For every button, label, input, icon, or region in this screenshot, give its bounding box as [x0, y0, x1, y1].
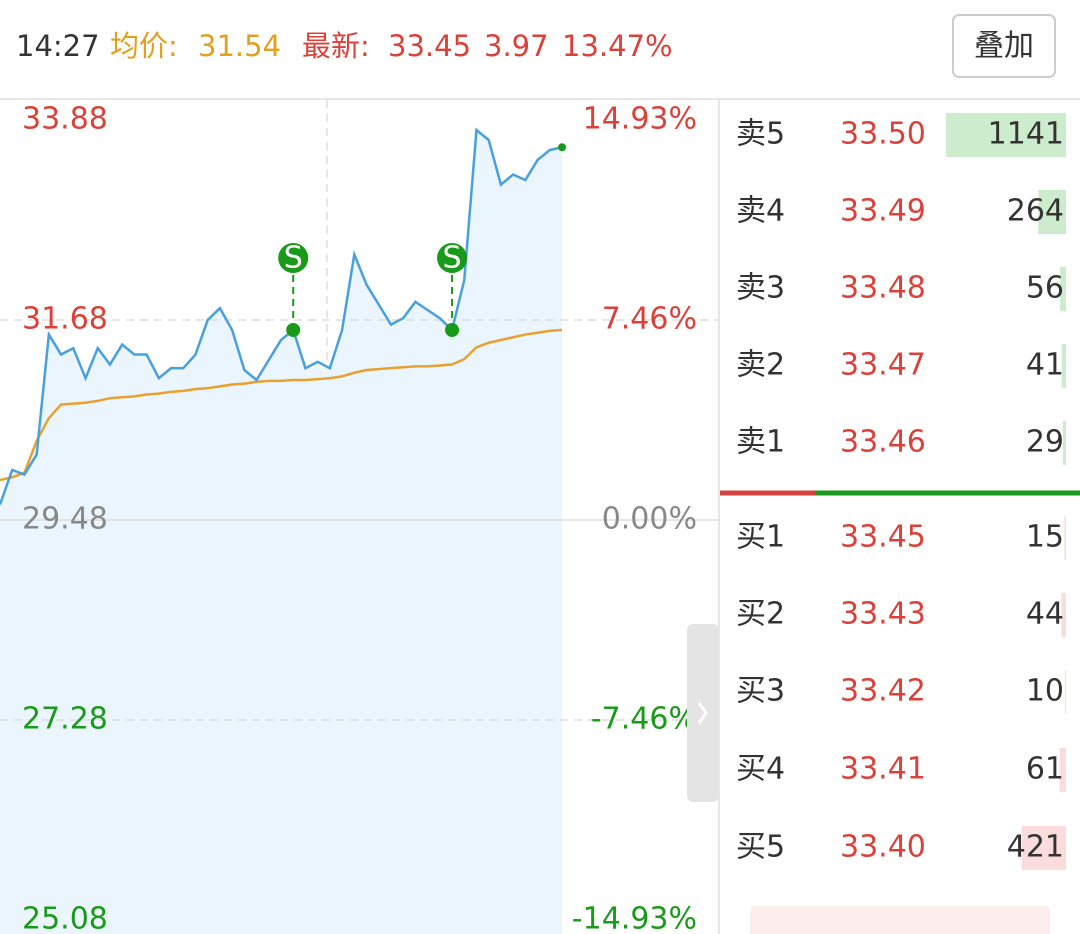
- latest-label: 最新:: [302, 29, 370, 63]
- side-handle-arrow[interactable]: [697, 702, 708, 724]
- level-label: 卖2: [736, 348, 785, 383]
- overlay-button-label[interactable]: 叠加: [974, 29, 1034, 64]
- volume-bar: [1062, 421, 1066, 465]
- volume-bar: [1060, 267, 1066, 311]
- level-volume: 44: [1026, 597, 1064, 632]
- change-pct: 13.47%: [562, 29, 673, 63]
- level-label: 卖4: [736, 194, 785, 229]
- y2-tick-label: 7.46%: [602, 302, 697, 337]
- overlay-button[interactable]: [952, 14, 1056, 78]
- volume-bar: [946, 113, 1066, 157]
- volume-bar: [1061, 593, 1066, 637]
- avg: 31.54: [198, 29, 281, 63]
- y2-tick-label: 14.93%: [583, 102, 697, 137]
- avg-line: [0, 328, 563, 482]
- y-tick-label: 33.88: [22, 102, 108, 137]
- level-price: 33.49: [840, 194, 926, 229]
- price-line: [0, 127, 563, 505]
- level-volume: 421: [1007, 830, 1064, 865]
- level-price: 33.48: [840, 271, 926, 306]
- y2-tick-label: -14.93%: [572, 902, 697, 934]
- last-point: [558, 143, 566, 152]
- chart: 33.88 31.68 29.48 27.28 25.08 14.93% 7.46% 0.00…: [0, 102, 719, 934]
- level-volume: 1141: [988, 117, 1064, 152]
- bottom-button[interactable]: [750, 906, 1050, 934]
- latest-price: 33.45: [388, 29, 471, 63]
- level-volume: 61: [1026, 752, 1064, 787]
- level-price: 33.40: [840, 830, 926, 865]
- volume-bar: [1064, 670, 1066, 714]
- change: 3.97: [484, 29, 549, 63]
- level-label: 买4: [736, 752, 785, 787]
- time: 14:27: [16, 29, 100, 63]
- level-label: 买5: [736, 830, 785, 865]
- level-label: 买1: [736, 520, 785, 555]
- level-label: 卖5: [736, 117, 785, 152]
- level-volume: 56: [1026, 271, 1064, 306]
- y-tick-label: 29.48: [22, 502, 108, 537]
- signal-label: S: [284, 241, 303, 276]
- y-tick-label: 25.08: [22, 902, 108, 934]
- y2-tick-label: 0.00%: [602, 502, 697, 537]
- level-price: 33.50: [840, 117, 926, 152]
- level-price: 33.47: [840, 348, 926, 383]
- y-tick-label: 27.28: [22, 702, 108, 737]
- level-volume: 29: [1026, 425, 1064, 460]
- signal-point: [286, 323, 301, 337]
- signal-badge: [437, 243, 468, 273]
- volume-bar: [1061, 344, 1066, 388]
- level-price: 33.45: [840, 520, 926, 555]
- level-volume: 15: [1026, 520, 1064, 555]
- level-price: 33.46: [840, 425, 926, 460]
- side-handle[interactable]: [687, 624, 719, 802]
- y-tick-label: 31.68: [22, 302, 108, 337]
- level-price: 33.41: [840, 752, 926, 787]
- avg-label: 均价:: [110, 29, 178, 63]
- level-label: 买3: [736, 674, 785, 709]
- order-book: 卖5 33.50 1141 卖4 33.49 264 卖3 33.48 56 卖2 33.47 41 卖…: [736, 113, 1066, 870]
- level-volume: 10: [1026, 674, 1064, 709]
- volume-bar: [1059, 748, 1066, 792]
- level-volume: 41: [1026, 348, 1064, 383]
- signal-badge: [278, 243, 309, 273]
- level-volume: 264: [1007, 194, 1064, 229]
- level-label: 卖3: [736, 271, 785, 306]
- volume-bar: [1038, 190, 1066, 234]
- level-price: 33.42: [840, 674, 926, 709]
- level-price: 33.43: [840, 597, 926, 632]
- level-label: 买2: [736, 597, 785, 632]
- volume-bar: [1021, 826, 1066, 870]
- volume-bar: [1064, 516, 1066, 560]
- level-label: 卖1: [736, 425, 785, 460]
- signal-point: [445, 323, 460, 337]
- y2-tick-label: -7.46%: [591, 701, 697, 736]
- signal-label: S: [443, 241, 462, 276]
- price-area: [0, 130, 562, 934]
